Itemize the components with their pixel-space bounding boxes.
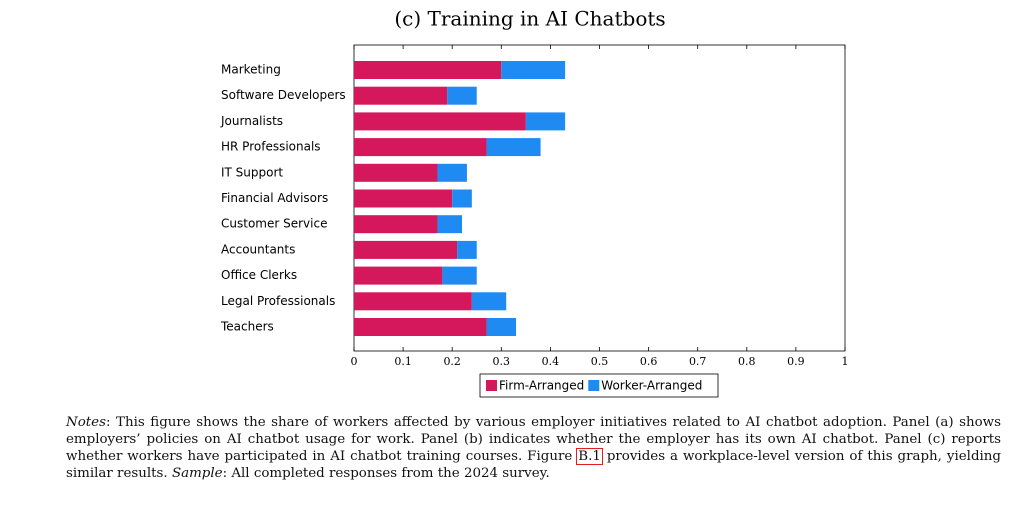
figure-link[interactable]: B.1 <box>576 448 603 465</box>
bar-segment <box>437 215 463 234</box>
bar-segment <box>447 86 477 105</box>
bar-segment <box>354 240 458 259</box>
category-label: Financial Advisors <box>221 191 328 205</box>
legend-swatch <box>486 380 497 391</box>
bar-segment <box>437 163 467 182</box>
bar-segment <box>354 112 526 131</box>
x-tick-label: 0.1 <box>394 355 412 368</box>
category-label: Journalists <box>220 114 283 128</box>
notes-text: provides a workplace-level version of th… <box>66 449 1001 481</box>
x-tick-label: 0.9 <box>787 355 805 368</box>
notes-text: : All completed responses from the 2024 … <box>222 466 550 481</box>
category-label: Office Clerks <box>221 268 297 282</box>
category-label: Legal Professionals <box>221 294 335 308</box>
bar-segment <box>354 86 448 105</box>
x-tick-label: 1 <box>842 355 849 368</box>
category-label: Accountants <box>221 242 295 256</box>
category-label: IT Support <box>221 165 283 179</box>
category-label: HR Professionals <box>221 140 321 154</box>
bar-segment <box>486 138 541 157</box>
bar-segment <box>442 266 477 285</box>
x-tick-label: 0.2 <box>443 355 461 368</box>
x-tick-label: 0.6 <box>640 355 658 368</box>
bar-segment <box>486 318 517 336</box>
bar-segment <box>354 163 438 182</box>
x-tick-label: 0.4 <box>542 355 560 368</box>
category-label: Customer Service <box>221 217 327 231</box>
bar-segment <box>452 189 472 208</box>
bar-segment <box>471 292 507 311</box>
category-label: Teachers <box>220 320 274 334</box>
bar-segment <box>354 292 472 311</box>
bar-segment <box>354 215 438 234</box>
legend-label: Firm-Arranged <box>499 379 584 393</box>
bar-segment <box>501 61 566 79</box>
bar-segment <box>525 112 566 131</box>
chart-title: (c) Training in AI Chatbots <box>394 7 665 31</box>
notes: Notes: This figure shows the share of wo… <box>66 414 1001 482</box>
bar-segment <box>354 189 453 208</box>
bar-segment <box>354 318 487 336</box>
x-tick-label: 0.3 <box>493 355 511 368</box>
sample-label: Sample <box>171 466 223 481</box>
notes-text: : This figure shows the share of workers… <box>66 415 1001 464</box>
category-label: Software Developers <box>221 88 346 102</box>
x-tick-label: 0 <box>351 355 358 368</box>
legend-swatch <box>588 380 600 391</box>
notes-label: Notes <box>66 415 106 430</box>
chart: (c) Training in AI Chatbots 0 0.1 0.2 0.3 0.… <box>220 7 849 398</box>
bar-segment <box>354 61 502 79</box>
bar-segment <box>354 266 443 285</box>
x-tick-label: 0.7 <box>689 355 707 368</box>
bar-segment <box>457 240 477 259</box>
x-tick-label: 0.5 <box>591 355 609 368</box>
x-tick-label: 0.8 <box>738 355 756 368</box>
category-label: Marketing <box>221 63 281 77</box>
bar-segment <box>354 138 487 157</box>
legend-label: Worker-Arranged <box>601 379 702 393</box>
